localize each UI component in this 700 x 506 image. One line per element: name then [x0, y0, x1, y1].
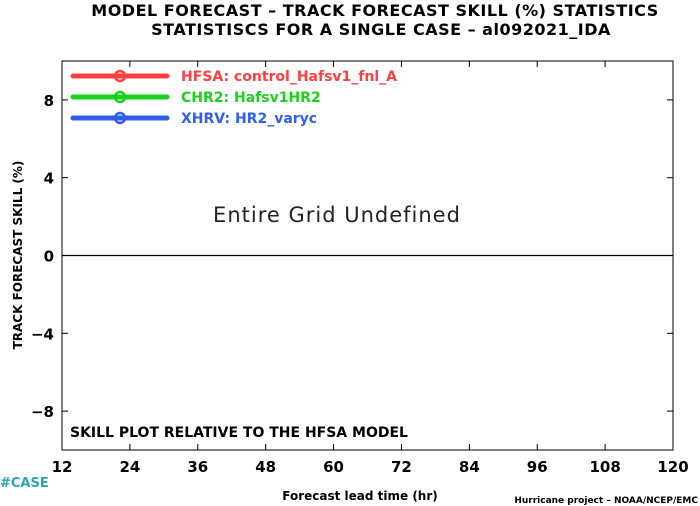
x-tick-label: 24	[119, 458, 140, 476]
case-tag: #CASE	[0, 476, 49, 491]
x-tick-label: 84	[459, 458, 480, 476]
x-tick-label: 60	[323, 458, 344, 476]
x-tick-label: 36	[187, 458, 208, 476]
y-tick-label: 4	[44, 170, 54, 188]
skill-relative-note: SKILL PLOT RELATIVE TO THE HFSA MODEL	[70, 425, 408, 441]
y-tick-label: 8	[44, 92, 54, 110]
y-axis-ticks: −8 −4 0 4 8	[31, 92, 673, 421]
x-tick-label: 120	[657, 458, 688, 476]
x-axis-label: Forecast lead time (hr)	[282, 489, 438, 503]
credit-text: Hurricane project – NOAA/NCEP/EMC	[514, 496, 698, 506]
legend-marker	[113, 111, 127, 125]
y-tick-label: −4	[31, 325, 54, 343]
x-tick-label: 12	[52, 458, 73, 476]
y-tick-label: −8	[31, 403, 54, 421]
chart-subtitle: STATISTISCS FOR A SINGLE CASE – al092021…	[151, 20, 611, 39]
y-tick-label: 0	[44, 248, 54, 266]
legend-label: HFSA: control_Hafsv1_fnl_A	[181, 69, 397, 85]
x-axis-ticks: 12 24 36 48 60 72 84 96 108 120	[52, 61, 689, 476]
legend-marker	[113, 69, 127, 83]
legend-label: CHR2: Hafsv1HR2	[181, 90, 321, 106]
x-tick-label: 96	[527, 458, 548, 476]
x-tick-label: 108	[589, 458, 620, 476]
legend-label: XHRV: HR2_varyc	[181, 111, 317, 127]
legend: HFSA: control_Hafsv1_fnl_A CHR2: Hafsv1HR…	[70, 69, 397, 127]
x-tick-label: 72	[391, 458, 412, 476]
chart-title: MODEL FORECAST – TRACK FORECAST SKILL (%…	[91, 1, 658, 20]
undefined-grid-message: Entire Grid Undefined	[213, 203, 461, 227]
legend-marker	[113, 90, 127, 104]
y-axis-label: TRACK FORECAST SKILL (%)	[11, 161, 25, 350]
x-tick-label: 48	[255, 458, 276, 476]
